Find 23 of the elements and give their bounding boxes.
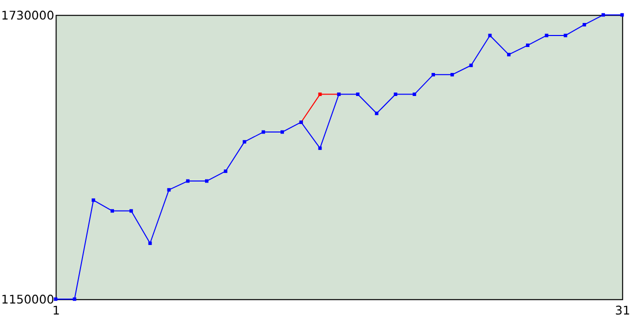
point (507, 52, 511, 56)
point (72, 297, 76, 301)
x-tick-label: 31 (615, 304, 630, 318)
point (110, 209, 114, 213)
point (582, 22, 586, 26)
y-tick-label: 1150000 (1, 292, 54, 307)
point (620, 13, 624, 17)
point (450, 72, 454, 76)
point (432, 72, 436, 76)
point (167, 188, 171, 192)
point (356, 92, 360, 96)
point (148, 242, 152, 245)
line-series (54, 13, 624, 301)
point (602, 13, 605, 17)
point (526, 44, 530, 47)
point (374, 112, 378, 116)
point (129, 209, 133, 213)
point (469, 64, 473, 68)
point (224, 170, 228, 173)
point (412, 92, 416, 96)
y-tick-label: 1730000 (1, 8, 54, 22)
point (92, 198, 96, 202)
x-tick-label: 1 (52, 304, 60, 318)
